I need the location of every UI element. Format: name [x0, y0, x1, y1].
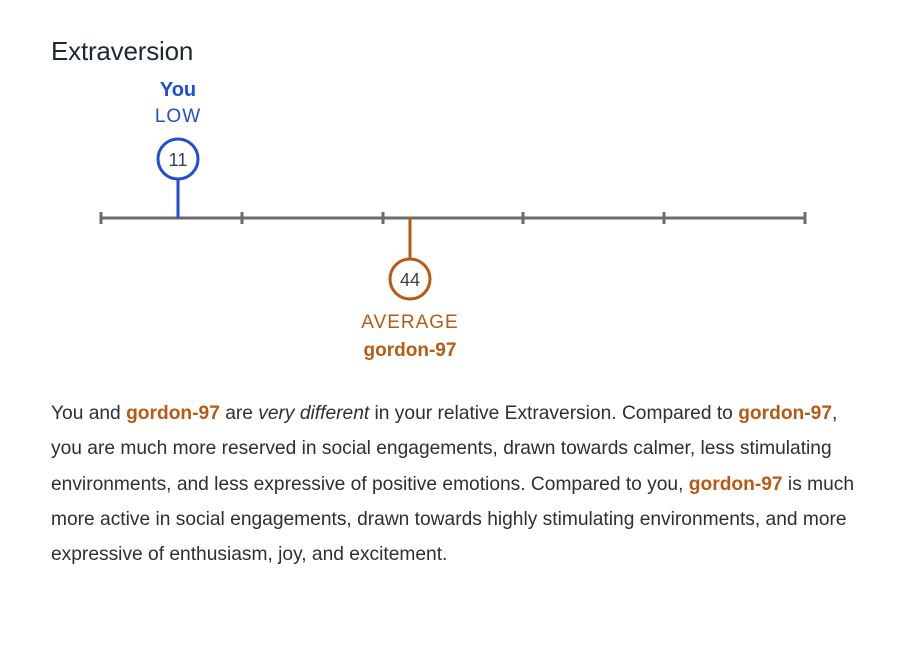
trait-title: Extraversion — [51, 36, 194, 66]
description-text: is much more active in social engagement… — [51, 473, 855, 566]
you-label: You — [159, 79, 197, 101]
comparison-description: You and gordon-97 are very different in … — [51, 396, 871, 572]
scale-graphic: 11 44 — [99, 137, 807, 301]
other-level-label: AVERAGE — [361, 312, 459, 333]
you-marker-circle — [156, 137, 200, 181]
other-name-highlight: gordon-97 — [688, 473, 783, 495]
description-text: in your relative Extraversion. Compared … — [369, 403, 739, 424]
description-text: , you are much more reserved in social e… — [51, 403, 838, 495]
description-text: are — [219, 403, 259, 424]
you-score: 11 — [169, 150, 188, 170]
description-emphasis: very different — [258, 403, 370, 424]
other-name-highlight: gordon-97 — [126, 403, 220, 424]
other-marker-circle — [388, 257, 432, 301]
other-name-highlight: gordon-97 — [738, 403, 833, 424]
other-name-label: gordon-97 — [363, 340, 457, 361]
description-text: You and — [51, 403, 127, 424]
you-level-label: LOW — [154, 106, 202, 127]
other-score: 44 — [400, 270, 420, 290]
comparison-scale: 11 44 You LOW AVERAGE gordon-97 — [99, 79, 807, 361]
